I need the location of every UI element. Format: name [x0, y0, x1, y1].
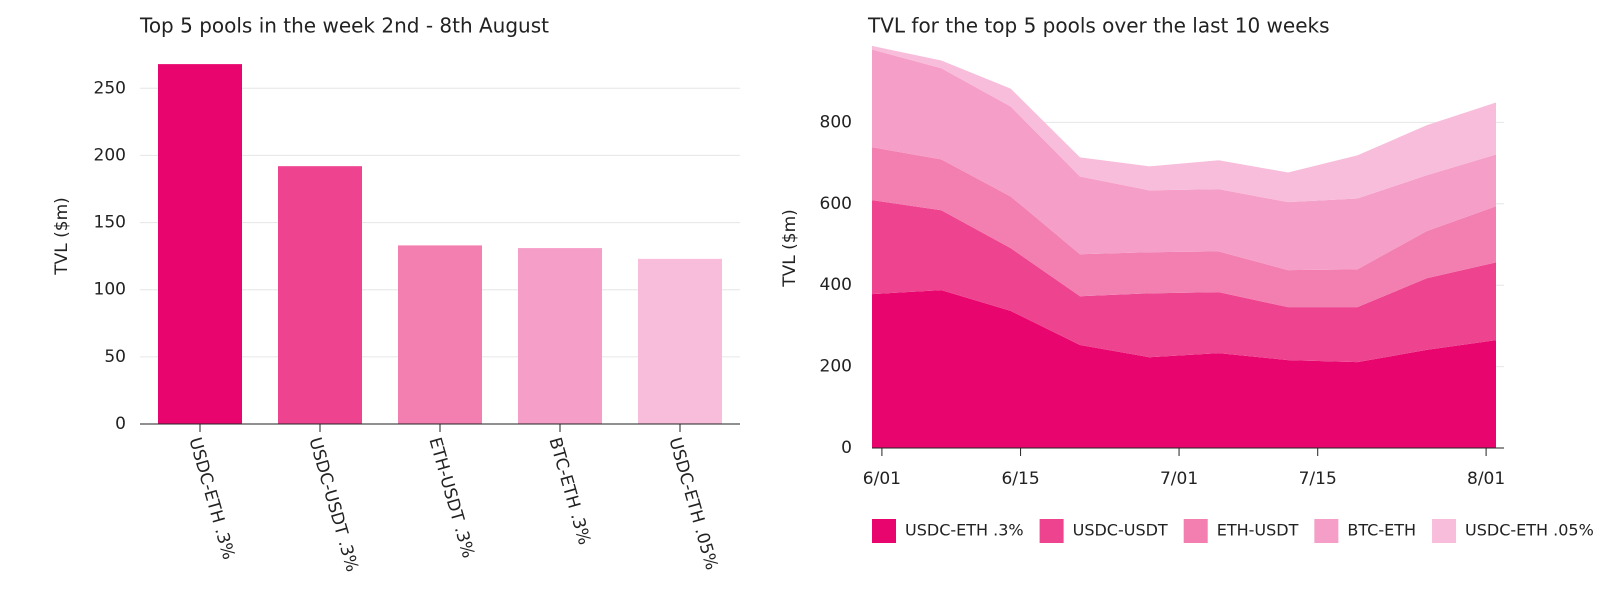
x-tick-label: ETH-USDT .3%: [424, 435, 478, 560]
x-tick-label: 8/01: [1467, 469, 1505, 489]
x-tick-label: 6/15: [1001, 469, 1039, 489]
legend-swatch: [872, 519, 896, 543]
legend-swatch: [1183, 519, 1208, 543]
y-tick-label: 400: [820, 275, 852, 295]
y-tick-label: 0: [841, 438, 852, 458]
y-tick-label: 600: [820, 194, 852, 214]
y-tick-label: 200: [820, 357, 852, 377]
y-tick-label: 250: [94, 78, 126, 98]
y-tick-label: 150: [94, 213, 126, 233]
legend-label: ETH-USDT: [1217, 521, 1299, 540]
area-layer: [872, 49, 1496, 271]
y-tick-label: 200: [94, 145, 126, 165]
x-tick-label: USDC-USDT .3%: [304, 435, 361, 574]
x-tick-label: 7/15: [1299, 469, 1337, 489]
x-tick-label: BTC-ETH .3%: [544, 435, 594, 547]
area-layer: [872, 147, 1496, 308]
bar: [398, 245, 482, 424]
bar: [638, 258, 722, 424]
chart-title: TVL for the top 5 pools over the last 10…: [867, 14, 1330, 38]
legend-label: USDC-ETH .3%: [905, 521, 1024, 540]
area-layer: [872, 290, 1496, 448]
x-tick-label: USDC-ETH .3%: [184, 435, 238, 562]
legend-label: BTC-ETH: [1347, 521, 1416, 540]
y-axis-title: TVL ($m): [52, 197, 72, 276]
bar: [518, 248, 602, 424]
y-tick-label: 800: [820, 112, 852, 132]
legend-label: USDC-USDT: [1073, 521, 1168, 540]
legend-swatch: [1432, 519, 1457, 543]
y-tick-label: 0: [115, 414, 126, 434]
bar: [278, 166, 362, 424]
y-tick-label: 100: [94, 280, 126, 300]
y-axis-title: TVL ($m): [780, 209, 800, 288]
chart-title: Top 5 pools in the week 2nd - 8th August: [139, 14, 549, 38]
x-tick-label: 6/01: [863, 469, 901, 489]
legend-swatch: [1039, 519, 1064, 543]
x-tick-label: 7/01: [1160, 469, 1198, 489]
bar: [158, 64, 242, 424]
area-layer: [872, 200, 1496, 363]
area-layer: [872, 45, 1496, 203]
legend-label: USDC-ETH .05%: [1465, 521, 1594, 540]
x-tick-label: USDC-ETH .05%: [664, 435, 721, 572]
y-tick-label: 50: [104, 347, 126, 367]
legend-swatch: [1314, 519, 1339, 543]
